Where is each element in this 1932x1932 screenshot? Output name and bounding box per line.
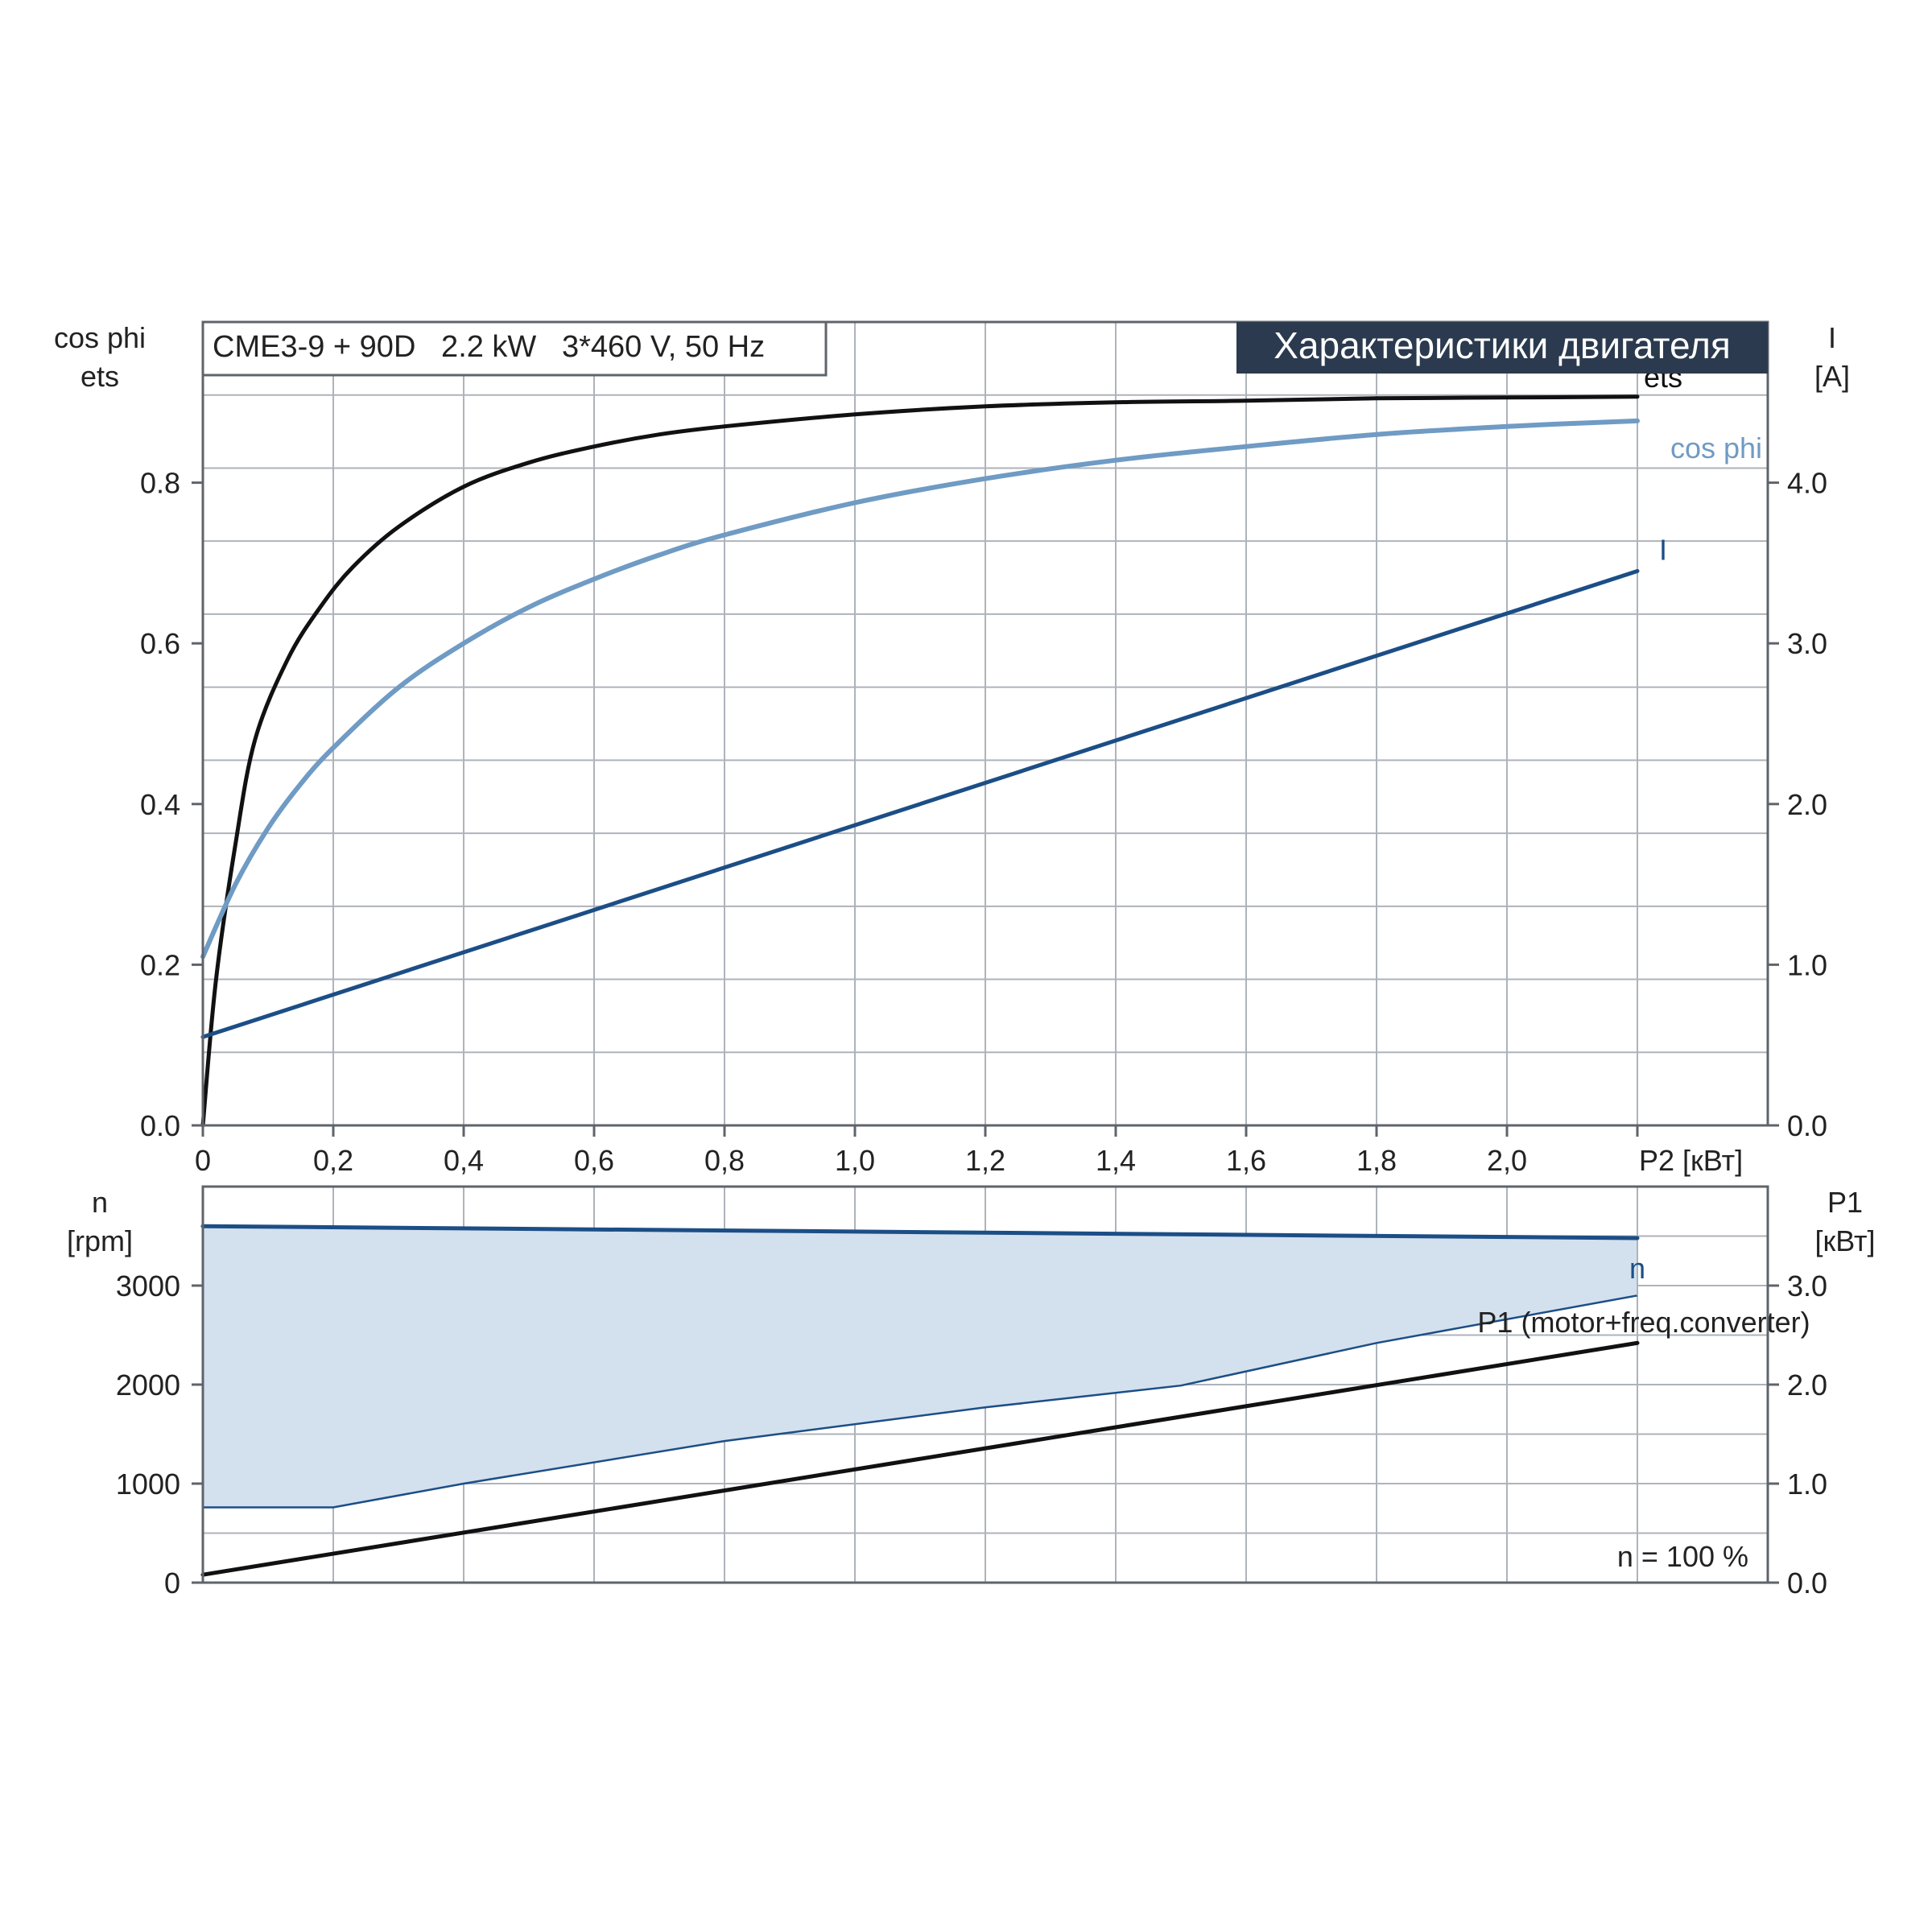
model-label: CME3-9 + 90D 2.2 kW 3*460 V, 50 Hz (213, 330, 765, 364)
left-tick-label: 0.0 (140, 1109, 180, 1142)
left-tick-label: 3000 (116, 1269, 180, 1302)
right-tick-label: 4.0 (1787, 467, 1827, 500)
bottom-chart-labels: n [rpm] P1 [кВт] n = 100 % (67, 1186, 1876, 1573)
right-tick-label: 2.0 (1787, 1368, 1827, 1402)
top-chart-ticks: 0.0 0.2 0.4 0.6 0.8 0.0 1.0 2.0 3.0 4.0 0 0,2 0,4 0,6… (140, 467, 1827, 1177)
x-tick-label: 0,8 (704, 1144, 745, 1177)
chart-title: Характеристики двигателя (1274, 324, 1731, 366)
series-label-n: n (1629, 1252, 1645, 1285)
x-tick-label: 1,6 (1226, 1144, 1266, 1177)
series-label-i: I (1659, 533, 1667, 566)
right-tick-label: 2.0 (1787, 788, 1827, 821)
right-tick-label: 0.0 (1787, 1567, 1827, 1600)
left-tick-label: 2000 (116, 1368, 180, 1402)
x-tick-label: 1,0 (835, 1144, 875, 1177)
right-axis-label-line-1: P1 (1827, 1186, 1863, 1219)
left-tick-label: 0.6 (140, 627, 180, 660)
left-tick-label: 1000 (116, 1468, 180, 1501)
left-tick-label: 0 (164, 1567, 180, 1600)
bottom-chart-speed-band (203, 1226, 1638, 1509)
left-axis-label-line-2: ets (80, 360, 119, 393)
left-tick-label: 0.2 (140, 948, 180, 981)
top-chart-labels: cos phi ets I [A] (54, 321, 1850, 393)
series-line-i (200, 568, 1640, 1039)
right-axis-label-line-2: [кВт] (1814, 1224, 1875, 1257)
series-label-p1: P1 (motor+freq.converter) (1477, 1306, 1810, 1339)
series-line-ets (200, 394, 1640, 1128)
right-tick-label: 1.0 (1787, 948, 1827, 981)
right-tick-label: 1.0 (1787, 1468, 1827, 1501)
x-tick-label: 1,8 (1356, 1144, 1397, 1177)
x-tick-label: 0 (195, 1144, 211, 1177)
x-tick-label: 0,6 (574, 1144, 614, 1177)
left-tick-label: 0.8 (140, 467, 180, 500)
right-tick-label: 0.0 (1787, 1109, 1827, 1142)
top-chart-grid (203, 322, 1768, 1125)
series-label-cos-phi: cos phi (1670, 431, 1762, 464)
left-axis-label-line-1: n (92, 1186, 108, 1219)
x-tick-label: 2,0 (1487, 1144, 1527, 1177)
speed-band-lower-edge (203, 1294, 1638, 1509)
series-line-p1-motor-freq-converter (200, 1340, 1640, 1577)
right-tick-label: 3.0 (1787, 1269, 1827, 1302)
right-axis-label-line-2: [A] (1814, 360, 1850, 393)
x-tick-label: 0,4 (444, 1144, 484, 1177)
left-axis-label-line-2: [rpm] (67, 1224, 133, 1257)
right-tick-label: 3.0 (1787, 627, 1827, 660)
x-axis-label: P2 [кВт] (1639, 1144, 1743, 1177)
x-tick-label: 1,4 (1096, 1144, 1136, 1177)
left-axis-label-line-1: cos phi (54, 321, 146, 354)
title-background (1236, 322, 1768, 374)
bottom-chart-ticks: 0 1000 2000 3000 0.0 1.0 2.0 3.0 (116, 1269, 1827, 1600)
speed-band-area (203, 1226, 1637, 1508)
series-line-n (200, 1224, 1640, 1241)
model-label-box: CME3-9 + 90D 2.2 kW 3*460 V, 50 Hz (201, 320, 828, 377)
x-tick-label: 1,2 (965, 1144, 1005, 1177)
x-tick-label: 0,2 (313, 1144, 353, 1177)
bottom-chart-series: n P1 (motor+freq.converter) (200, 1224, 1810, 1577)
left-tick-label: 0.4 (140, 788, 180, 821)
title-banner: Характеристики двигателя (1236, 322, 1768, 374)
series-line-cos-phi (200, 418, 1640, 960)
right-axis-label-line-1: I (1828, 321, 1836, 354)
annotation-speed-percent: n = 100 % (1617, 1540, 1748, 1573)
